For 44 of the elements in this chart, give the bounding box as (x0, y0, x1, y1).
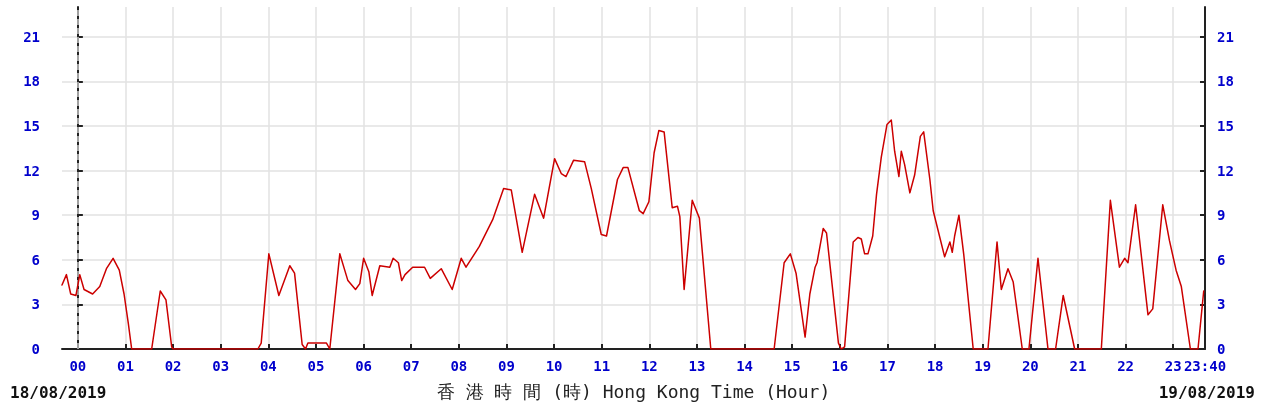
y-tick-label: 0 (31, 341, 40, 357)
x-tick-label: 04 (259, 358, 277, 374)
y-tick-label: 9 (31, 207, 40, 224)
y-tick-label: 21 (23, 28, 40, 45)
x-tick-label: 13 (688, 358, 706, 374)
x-tick-label: 06 (355, 358, 373, 374)
x-tick-label: 19 (974, 358, 992, 374)
x-tick-label: 17 (879, 358, 896, 374)
x-tick-label: 08 (450, 358, 468, 374)
text: 19/08/2019 (1158, 382, 1255, 402)
y2-tick-label: 12 (1217, 162, 1234, 179)
y2-tick-label: 0 (1217, 341, 1226, 357)
y-tick-label: 6 (31, 251, 40, 268)
x-tick-label: 02 (164, 358, 182, 374)
y-tick-label: 18 (23, 73, 40, 90)
y2-tick-label: 3 (1217, 296, 1226, 313)
x-axis-title: 香 港 時 間 (時) Hong Kong Time (Hour) (436, 380, 831, 402)
x-tick-label: 09 (498, 358, 515, 374)
x-tick-label: 14 (736, 358, 754, 374)
x-tick-label: 21 (1069, 358, 1087, 374)
y-tick-label: 3 (31, 296, 40, 313)
x-tick-label: 01 (117, 358, 134, 374)
x-tick-label: 03 (212, 358, 230, 374)
y2-tick-label: 15 (1217, 117, 1234, 134)
x-tick-label: 20 (1021, 358, 1039, 374)
y-tick-label: 15 (23, 117, 40, 134)
x-tick-label: 05 (307, 358, 325, 374)
text: 18/08/2019 (10, 382, 107, 402)
x-tick-label: 10 (545, 358, 563, 374)
x-tick-label: 16 (831, 358, 849, 374)
x-tick-label: 22 (1117, 358, 1135, 374)
x-tick-label: 18 (926, 358, 944, 374)
x-tick-label: 12 (640, 358, 658, 374)
x-tick-label: 11 (593, 358, 611, 374)
x-tick-label: 23:40 (1183, 358, 1227, 374)
x-tick-label: 00 (69, 358, 87, 374)
y-tick-label: 12 (23, 162, 40, 179)
x-tick-label: 23 (1164, 358, 1182, 374)
y2-tick-label: 18 (1217, 73, 1234, 90)
y2-tick-label: 9 (1217, 207, 1226, 224)
x-tick-label: 15 (783, 358, 801, 374)
y2-tick-label: 6 (1217, 251, 1226, 268)
x-tick-label: 07 (402, 358, 420, 374)
y2-tick-label: 21 (1217, 28, 1234, 45)
